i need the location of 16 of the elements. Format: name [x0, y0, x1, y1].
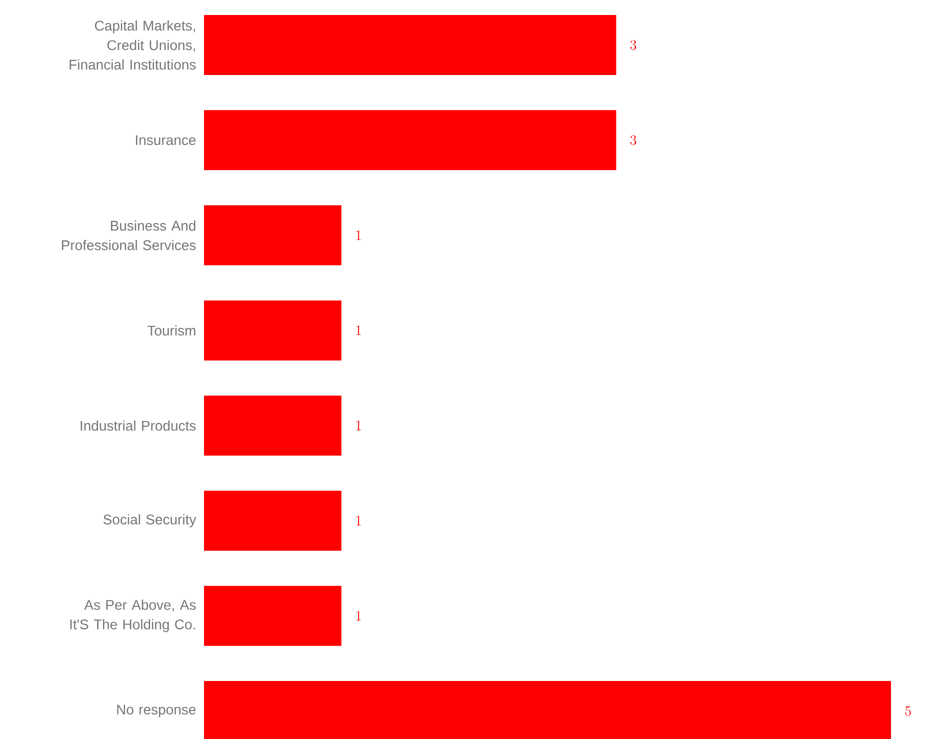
y-tick-label: Business And Professional Services	[62, 220, 196, 250]
y-tick-label: No response	[117, 704, 196, 718]
y-tick-label: Industrial Products	[80, 420, 196, 431]
y-tick-label: Social Security	[103, 514, 196, 528]
data-label: 1	[356, 326, 361, 336]
data-label: 1	[356, 610, 361, 621]
data-label: 1	[356, 516, 361, 526]
data-label: 3	[630, 40, 636, 50]
y-tick-label: As Per Above, As It'S The Holding Co.	[70, 600, 196, 632]
y-tick-label: Insurance	[136, 135, 196, 146]
data-label: 5	[905, 706, 911, 716]
data-label: 1	[356, 230, 361, 240]
data-label: 3	[630, 135, 636, 146]
y-tick-label: Capital Markets, Credit Unions, Financial Institutions	[70, 20, 196, 70]
y-tick-label: Tourism	[148, 325, 196, 336]
data-label: 1	[356, 420, 361, 430]
